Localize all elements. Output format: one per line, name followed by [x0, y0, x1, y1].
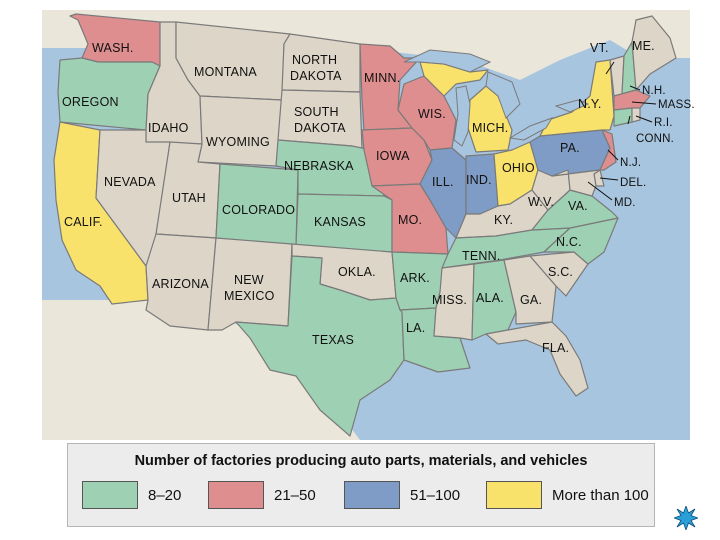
legend-title: Number of factories producing auto parts…: [134, 453, 588, 469]
legend-item-8-20: 8–20: [82, 480, 181, 510]
label-md: MD.: [614, 197, 636, 209]
legend-swatch-blue: [344, 481, 400, 509]
label-vt: VT.: [590, 41, 609, 55]
legend-label: 51–100: [410, 486, 461, 504]
legend: Number of factories producing auto parts…: [67, 443, 655, 527]
label-pa: PA.: [560, 141, 580, 155]
label-wash: WASH.: [92, 41, 134, 55]
mexico-land: [42, 300, 360, 440]
label-ind: IND.: [466, 173, 492, 187]
label-ky: KY.: [494, 213, 513, 227]
state-maine: [631, 15, 677, 91]
legend-item-51-100: 51–100: [344, 480, 460, 510]
lake-michigan: [453, 85, 471, 147]
state-wyoming: [197, 95, 283, 167]
state-new-york: [539, 59, 615, 137]
label-wis: WIS.: [418, 107, 446, 121]
label-fla: FLA.: [542, 341, 569, 355]
state-oregon: [57, 57, 161, 131]
label-ga: GA.: [520, 293, 542, 307]
label-me: ME.: [632, 39, 655, 53]
state-maryland: [551, 169, 601, 197]
leader-lines: [587, 61, 657, 201]
label-wyoming: WYOMING: [206, 135, 270, 149]
label-montana: MONTANA: [194, 65, 257, 79]
label-nj: N.J.: [620, 157, 641, 169]
label-wv: W.V.: [528, 195, 554, 209]
legend-label: 21–50: [274, 486, 316, 504]
label-new-mexico-1: NEW: [234, 273, 264, 287]
label-utah: UTAH: [172, 191, 206, 205]
label-nc: N.C.: [556, 235, 582, 249]
label-ala: ALA.: [476, 291, 504, 305]
state-illinois: [419, 147, 467, 239]
label-ri: R.I.: [654, 117, 673, 129]
label-iowa: IOWA: [376, 149, 410, 163]
label-tenn: TENN.: [462, 249, 501, 263]
state-massachusetts: [613, 89, 651, 111]
label-new-mexico-2: MEXICO: [224, 289, 275, 303]
label-arizona: ARIZONA: [152, 277, 209, 291]
state-labels: WASH. OREGON CALIF. IDAHO NEVADA MONTANA…: [62, 39, 695, 355]
lake-huron: [485, 71, 521, 119]
label-south-dakota-1: SOUTH: [294, 105, 339, 119]
state-minnesota: [359, 43, 421, 131]
label-ill: ILL.: [432, 175, 454, 189]
label-del: DEL.: [620, 177, 646, 189]
state-florida: [485, 321, 589, 397]
starburst-icon[interactable]: [674, 506, 698, 530]
legend-swatch-red: [208, 481, 264, 509]
label-calif: CALIF.: [64, 215, 103, 229]
state-new-jersey: [599, 129, 617, 171]
state-texas: [235, 255, 405, 437]
label-minn: MINN.: [364, 71, 400, 85]
label-ark: ARK.: [400, 271, 430, 285]
state-rhode-island: [631, 107, 641, 123]
label-ohio: OHIO: [502, 161, 535, 175]
lake-superior: [403, 49, 492, 73]
label-kansas: KANSAS: [314, 215, 366, 229]
label-south-dakota-2: DAKOTA: [294, 121, 346, 135]
label-va: VA.: [568, 199, 588, 213]
label-la: LA.: [406, 321, 425, 335]
label-conn: CONN.: [636, 133, 674, 145]
label-sc: S.C.: [548, 265, 573, 279]
label-colorado: COLORADO: [222, 203, 295, 217]
legend-swatch-yellow: [486, 481, 542, 509]
label-miss: MISS.: [432, 293, 467, 307]
legend-item-21-50: 21–50: [208, 480, 316, 510]
label-north-dakota-1: NORTH: [292, 53, 337, 67]
label-mo: MO.: [398, 213, 422, 227]
legend-swatch-green: [82, 481, 138, 509]
label-nebraska: NEBRASKA: [284, 159, 354, 173]
label-texas: TEXAS: [312, 333, 354, 347]
legend-label: 8–20: [148, 486, 182, 504]
lake-ontario: [554, 99, 590, 113]
lake-erie: [508, 117, 554, 141]
legend-item-more-than-100: More than 100: [486, 480, 649, 510]
label-okla: OKLA.: [338, 265, 376, 279]
legend-label: More than 100: [552, 486, 649, 504]
label-nh: N.H.: [642, 85, 666, 97]
label-mich: MICH.: [472, 121, 508, 135]
state-south-carolina: [529, 251, 589, 297]
label-idaho: IDAHO: [148, 121, 189, 135]
label-north-dakota-2: DAKOTA: [290, 69, 342, 83]
label-oregon: OREGON: [62, 95, 119, 109]
label-mass: MASS.: [658, 99, 695, 111]
label-ny: N.Y.: [578, 97, 602, 111]
label-nevada: NEVADA: [104, 175, 156, 189]
